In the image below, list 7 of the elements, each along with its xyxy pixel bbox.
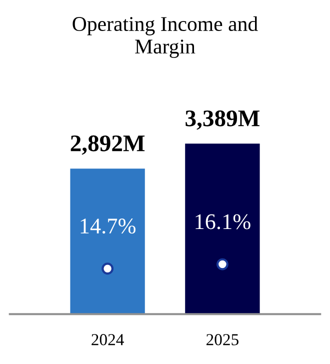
x-tick-label: 2025 — [206, 334, 238, 346]
chart-title: Operating Income and Margin — [72, 16, 258, 58]
data-label: 14.7% — [80, 218, 136, 234]
x-tick-label: 2024 — [92, 334, 124, 346]
data-label: 3,389M — [186, 110, 260, 130]
data-label: 2,892M — [70, 135, 145, 155]
data-label: 16.1% — [196, 214, 250, 230]
